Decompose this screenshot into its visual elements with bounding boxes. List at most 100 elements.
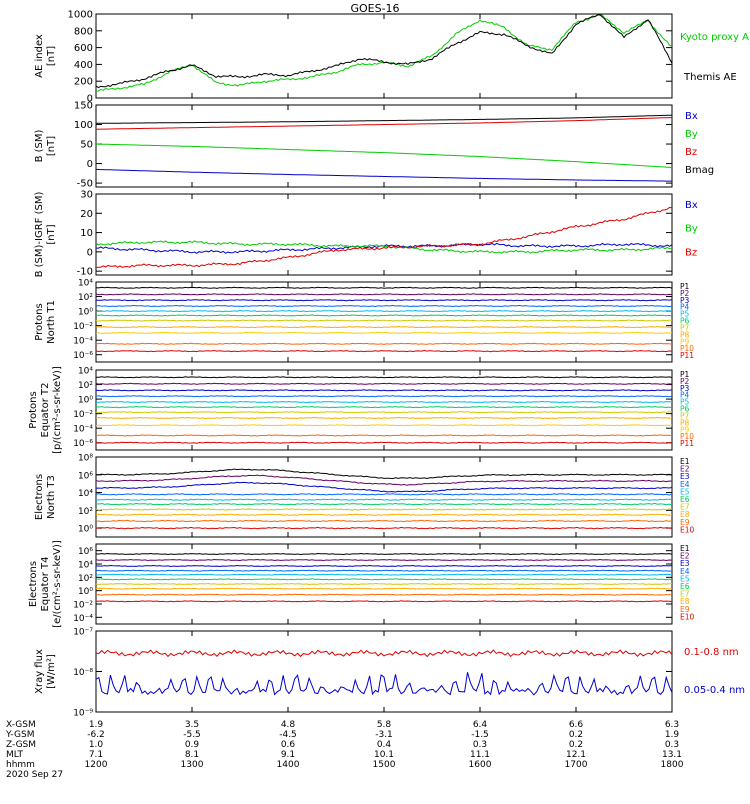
- series-line-e2: [95, 474, 673, 486]
- series-line-0-1-0-8-nm: [95, 649, 673, 658]
- series-line-e5: [95, 573, 673, 576]
- y-axis-label: [nT]: [46, 46, 57, 66]
- legend-entry: P7: [680, 411, 690, 420]
- figure-title: GOES-16: [350, 2, 399, 15]
- series-line-e10: [95, 526, 673, 530]
- series-line-themis-ae: [95, 14, 673, 89]
- y-tick-label: 10⁻²: [73, 322, 93, 332]
- y-tick-label: 10⁰: [78, 525, 93, 535]
- series-line-bz: [96, 206, 673, 268]
- series-line-e8: [95, 513, 673, 517]
- legend-entry: E8: [680, 510, 690, 519]
- legend-entry: E9: [680, 605, 690, 614]
- y-tick-label: 150: [74, 101, 93, 112]
- y-tick-label: 10⁴: [78, 279, 93, 289]
- legend-entry: E4: [680, 480, 690, 489]
- series-line-p11: [95, 349, 673, 353]
- series-line-p9: [95, 424, 673, 427]
- series-line-e7: [95, 582, 672, 586]
- ephemeris-value: -4.5: [279, 730, 297, 740]
- series-line-p10: [95, 434, 673, 437]
- series-line-p9: [95, 331, 673, 335]
- y-tick-label: 10⁰: [78, 308, 93, 318]
- y-tick-label: 20: [80, 209, 93, 220]
- y-axis-label: [p/(cm²-s-sr-keV)]: [52, 366, 63, 454]
- legend-entry: Themis AE: [683, 72, 737, 83]
- y-tick-label: 10⁻⁶: [73, 351, 93, 361]
- legend-entry: Bx: [685, 200, 698, 211]
- ephemeris-value: 1500: [373, 760, 396, 770]
- series-line-e9: [95, 519, 673, 523]
- ephemeris-value: 0.2: [569, 730, 583, 740]
- legend-entry: P1: [680, 282, 690, 291]
- ephemeris-value: 0.2: [569, 740, 583, 750]
- ephemeris-row-label: Y-GSM: [5, 730, 34, 740]
- series-line-p5: [95, 400, 673, 404]
- ephemeris-row-label: hhmm: [6, 760, 35, 770]
- y-axis-label: [e/(cm²-s-sr-keV)]: [52, 540, 63, 628]
- y-tick-label: 10⁻⁹: [73, 709, 93, 719]
- series-line-p8: [95, 325, 673, 329]
- y-tick-label: 10⁰: [78, 587, 93, 597]
- legend-entry: 0.1-0.8 nm: [684, 647, 739, 658]
- legend-entry: P9: [680, 425, 690, 434]
- ephemeris-value: 10.1: [374, 750, 394, 760]
- legend-entry: E5: [680, 487, 690, 496]
- y-tick-label: 10⁴: [78, 367, 93, 377]
- legend-entry: Bmag: [685, 165, 714, 176]
- series-line-by: [95, 240, 673, 254]
- ephemeris-value: 1400: [277, 760, 300, 770]
- ephemeris-value: 9.1: [281, 750, 295, 760]
- legend-entry: P8: [680, 418, 690, 427]
- ephemeris-value: 6.3: [665, 720, 679, 730]
- series-line-p1: [95, 286, 673, 289]
- legend-entry: P11: [680, 351, 694, 360]
- ephemeris-value: 0.4: [377, 740, 392, 750]
- y-tick-label: 10²: [78, 381, 93, 391]
- y-axis-label: B (SM): [34, 129, 45, 162]
- ephemeris-value: 13.1: [662, 750, 682, 760]
- ephemeris-value: 1600: [469, 760, 492, 770]
- legend-entry: Bz: [685, 247, 697, 258]
- series-line-e4: [95, 493, 673, 496]
- legend-entry: P11: [680, 439, 694, 448]
- panel-frame-3: [95, 193, 673, 276]
- y-tick-label: 0: [87, 159, 93, 170]
- y-tick-label: 10⁶: [78, 547, 93, 557]
- ephemeris-value: 6.4: [473, 720, 488, 730]
- y-tick-label: 10⁻⁸: [73, 668, 93, 678]
- series-line-e2: [95, 558, 673, 562]
- y-axis-label: [nT]: [46, 224, 57, 244]
- series-line-e1: [95, 468, 673, 480]
- legend-entry: E10: [680, 612, 695, 621]
- series-line-e8: [95, 587, 673, 590]
- legend-entry: E9: [680, 518, 690, 527]
- y-tick-label: 400: [74, 60, 93, 71]
- series-line-bx: [95, 168, 672, 182]
- legend-entry: E3: [680, 472, 690, 481]
- legend-entry: E6: [680, 495, 690, 504]
- legend-entry: E7: [680, 590, 690, 599]
- ephemeris-value: -3.1: [375, 730, 393, 740]
- legend-entry: E2: [680, 465, 690, 474]
- y-axis-label: Electrons: [28, 561, 39, 607]
- legend-entry: Kyoto proxy AE: [680, 32, 750, 43]
- y-tick-label: 30: [80, 190, 93, 201]
- y-tick-label: 10⁻²: [73, 601, 93, 611]
- series-line-p6: [95, 405, 673, 409]
- ephemeris-value: 0.9: [185, 740, 200, 750]
- series-line-kyoto-proxy-ae: [95, 14, 673, 92]
- y-tick-label: 600: [74, 43, 93, 54]
- ephemeris-value: 1.0: [89, 740, 104, 750]
- ephemeris-value: -6.2: [87, 730, 105, 740]
- legend-entry: P7: [680, 323, 690, 332]
- ephemeris-row-label: Z-GSM: [6, 740, 36, 750]
- series-line-p6: [95, 314, 673, 317]
- y-tick-label: 10⁻⁴: [73, 337, 93, 347]
- legend-entry: E1: [680, 544, 690, 553]
- date-label: 2020 Sep 27: [6, 770, 63, 780]
- series-line-p5: [95, 309, 673, 313]
- legend-entry: By: [685, 224, 698, 235]
